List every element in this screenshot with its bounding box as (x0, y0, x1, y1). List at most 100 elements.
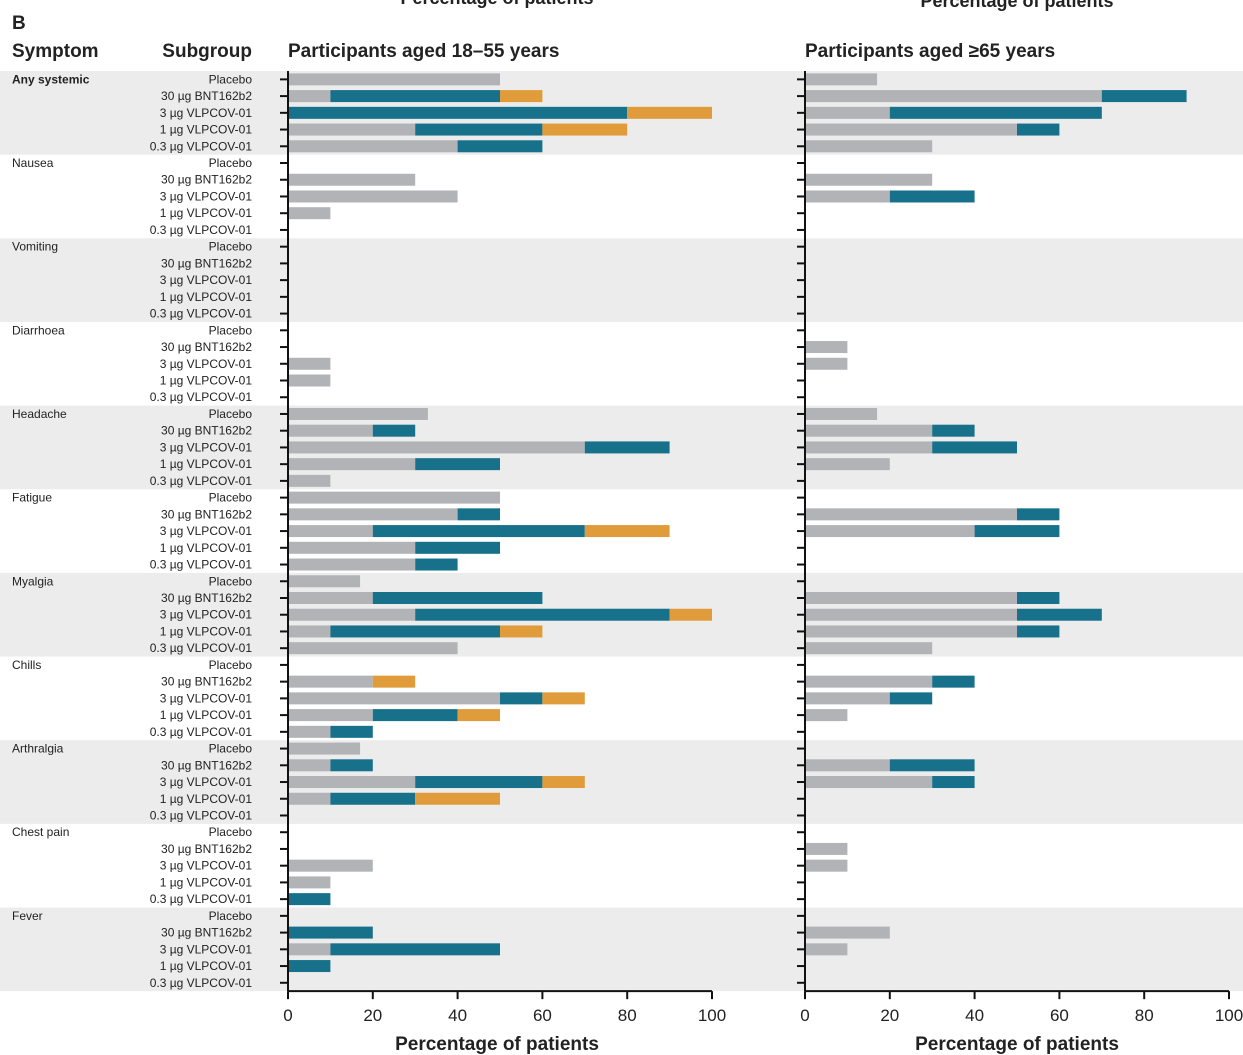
bar-segment (805, 357, 848, 370)
bar-segment (288, 123, 416, 136)
bar-segment (932, 424, 975, 437)
bar-segment (1017, 608, 1102, 621)
subgroup-label: 1 µg VLPCOV-01 (160, 959, 253, 973)
subgroup-label: 30 µg BNT162b2 (161, 173, 252, 187)
x-tick-label: 80 (1135, 1006, 1154, 1025)
x-tick-label: 20 (880, 1006, 899, 1025)
bar-segment (932, 441, 1017, 454)
bar-segment (330, 759, 373, 772)
bar-segment (288, 591, 373, 604)
bar-segment (805, 709, 848, 722)
subgroup-label: 30 µg BNT162b2 (161, 926, 252, 940)
symptom-label: Myalgia (12, 574, 54, 588)
subgroup-label: 30 µg BNT162b2 (161, 675, 252, 689)
subgroup-label: 1 µg VLPCOV-01 (160, 457, 253, 471)
symptom-label: Vomiting (12, 240, 58, 254)
x-tick-label: 0 (800, 1006, 809, 1025)
bar-segment (288, 73, 500, 86)
bar-segment (1101, 90, 1187, 103)
subgroup-label: Placebo (209, 658, 253, 672)
bar-segment (805, 106, 890, 119)
bar-segment (805, 190, 890, 203)
bar-segment (805, 943, 848, 956)
subgroup-label: 1 µg VLPCOV-01 (160, 206, 253, 220)
bar-segment (288, 207, 331, 220)
bar-segment (889, 190, 975, 203)
subgroup-label: 0.3 µg VLPCOV-01 (150, 725, 253, 739)
subgroup-label: 1 µg VLPCOV-01 (160, 541, 253, 555)
x-tick-label: 80 (618, 1006, 637, 1025)
bar-segment (627, 106, 712, 119)
subgroup-label: 0.3 µg VLPCOV-01 (150, 558, 253, 572)
subgroup-label: Placebo (209, 742, 253, 756)
symptom-label: Diarrhoea (12, 323, 65, 337)
bar-segment (805, 140, 933, 153)
bar-segment (805, 424, 933, 437)
subgroup-label: 3 µg VLPCOV-01 (160, 691, 253, 705)
bar-segment (288, 926, 373, 939)
bar-segment (288, 960, 331, 973)
bar-segment (415, 776, 543, 789)
subgroup-label: 30 µg BNT162b2 (161, 507, 252, 521)
symptom-label: Arthralgia (12, 742, 64, 756)
bar-segment (415, 608, 670, 621)
subgroup-label: 0.3 µg VLPCOV-01 (150, 808, 253, 822)
subgroup-label: 1 µg VLPCOV-01 (160, 123, 253, 137)
subgroup-label: 1 µg VLPCOV-01 (160, 875, 253, 889)
bar-segment (288, 525, 373, 538)
bar-segment (1017, 625, 1060, 638)
bar-segment (288, 625, 331, 638)
subgroup-label: 30 µg BNT162b2 (161, 89, 252, 103)
bar-segment (542, 776, 585, 789)
symptom-bands (0, 71, 1243, 992)
bar-segment (1017, 123, 1060, 136)
x-tick-label: 60 (1050, 1006, 1069, 1025)
symptom-label: Nausea (12, 156, 54, 170)
bar-segment (330, 625, 500, 638)
bar-segment (542, 692, 585, 705)
subgroup-label: 0.3 µg VLPCOV-01 (150, 139, 253, 153)
bar-segment (889, 759, 975, 772)
bar-segment (288, 173, 416, 186)
bar-segment (500, 625, 543, 638)
bar-segment (805, 525, 975, 538)
x-tick-label: 20 (363, 1006, 382, 1025)
bar-segment (805, 90, 1102, 103)
subgroup-label: 3 µg VLPCOV-01 (160, 859, 253, 873)
bar-segment (288, 374, 331, 387)
bar-segment (330, 792, 416, 805)
subgroup-label: Placebo (209, 407, 253, 421)
bars (288, 73, 1187, 973)
bar-segment (805, 625, 1017, 638)
bar-segment (372, 675, 416, 688)
bar-segment (288, 106, 628, 119)
bar-segment (500, 90, 543, 103)
bar-segment (805, 608, 1017, 621)
panel-letter: B (12, 13, 26, 34)
x-tick-label: 100 (1215, 1006, 1243, 1025)
bar-segment (584, 441, 670, 454)
bar-segment (805, 776, 933, 789)
bar-segment (805, 926, 890, 939)
bar-segment (932, 675, 975, 688)
bar-segment (669, 608, 712, 621)
subgroup-label: 3 µg VLPCOV-01 (160, 189, 253, 203)
bar-segment (288, 474, 331, 487)
symptom-band (0, 238, 1243, 322)
x-tick-label: 40 (965, 1006, 984, 1025)
subgroup-label: 0.3 µg VLPCOV-01 (150, 390, 253, 404)
subgroup-column-header: Subgroup (162, 41, 252, 62)
subgroup-label: 3 µg VLPCOV-01 (160, 106, 253, 120)
subgroup-label: 3 µg VLPCOV-01 (160, 608, 253, 622)
subgroup-label: Placebo (209, 574, 253, 588)
bar-segment (288, 608, 416, 621)
subgroup-label: 30 µg BNT162b2 (161, 591, 252, 605)
symptom-label: Headache (12, 407, 67, 421)
bar-segment (288, 876, 331, 889)
panel-title-65-plus: Participants aged ≥65 years (805, 41, 1055, 62)
bar-segment (500, 692, 543, 705)
bar-segment (330, 725, 373, 738)
bar-segment (288, 725, 331, 738)
symptom-band (0, 907, 1243, 992)
